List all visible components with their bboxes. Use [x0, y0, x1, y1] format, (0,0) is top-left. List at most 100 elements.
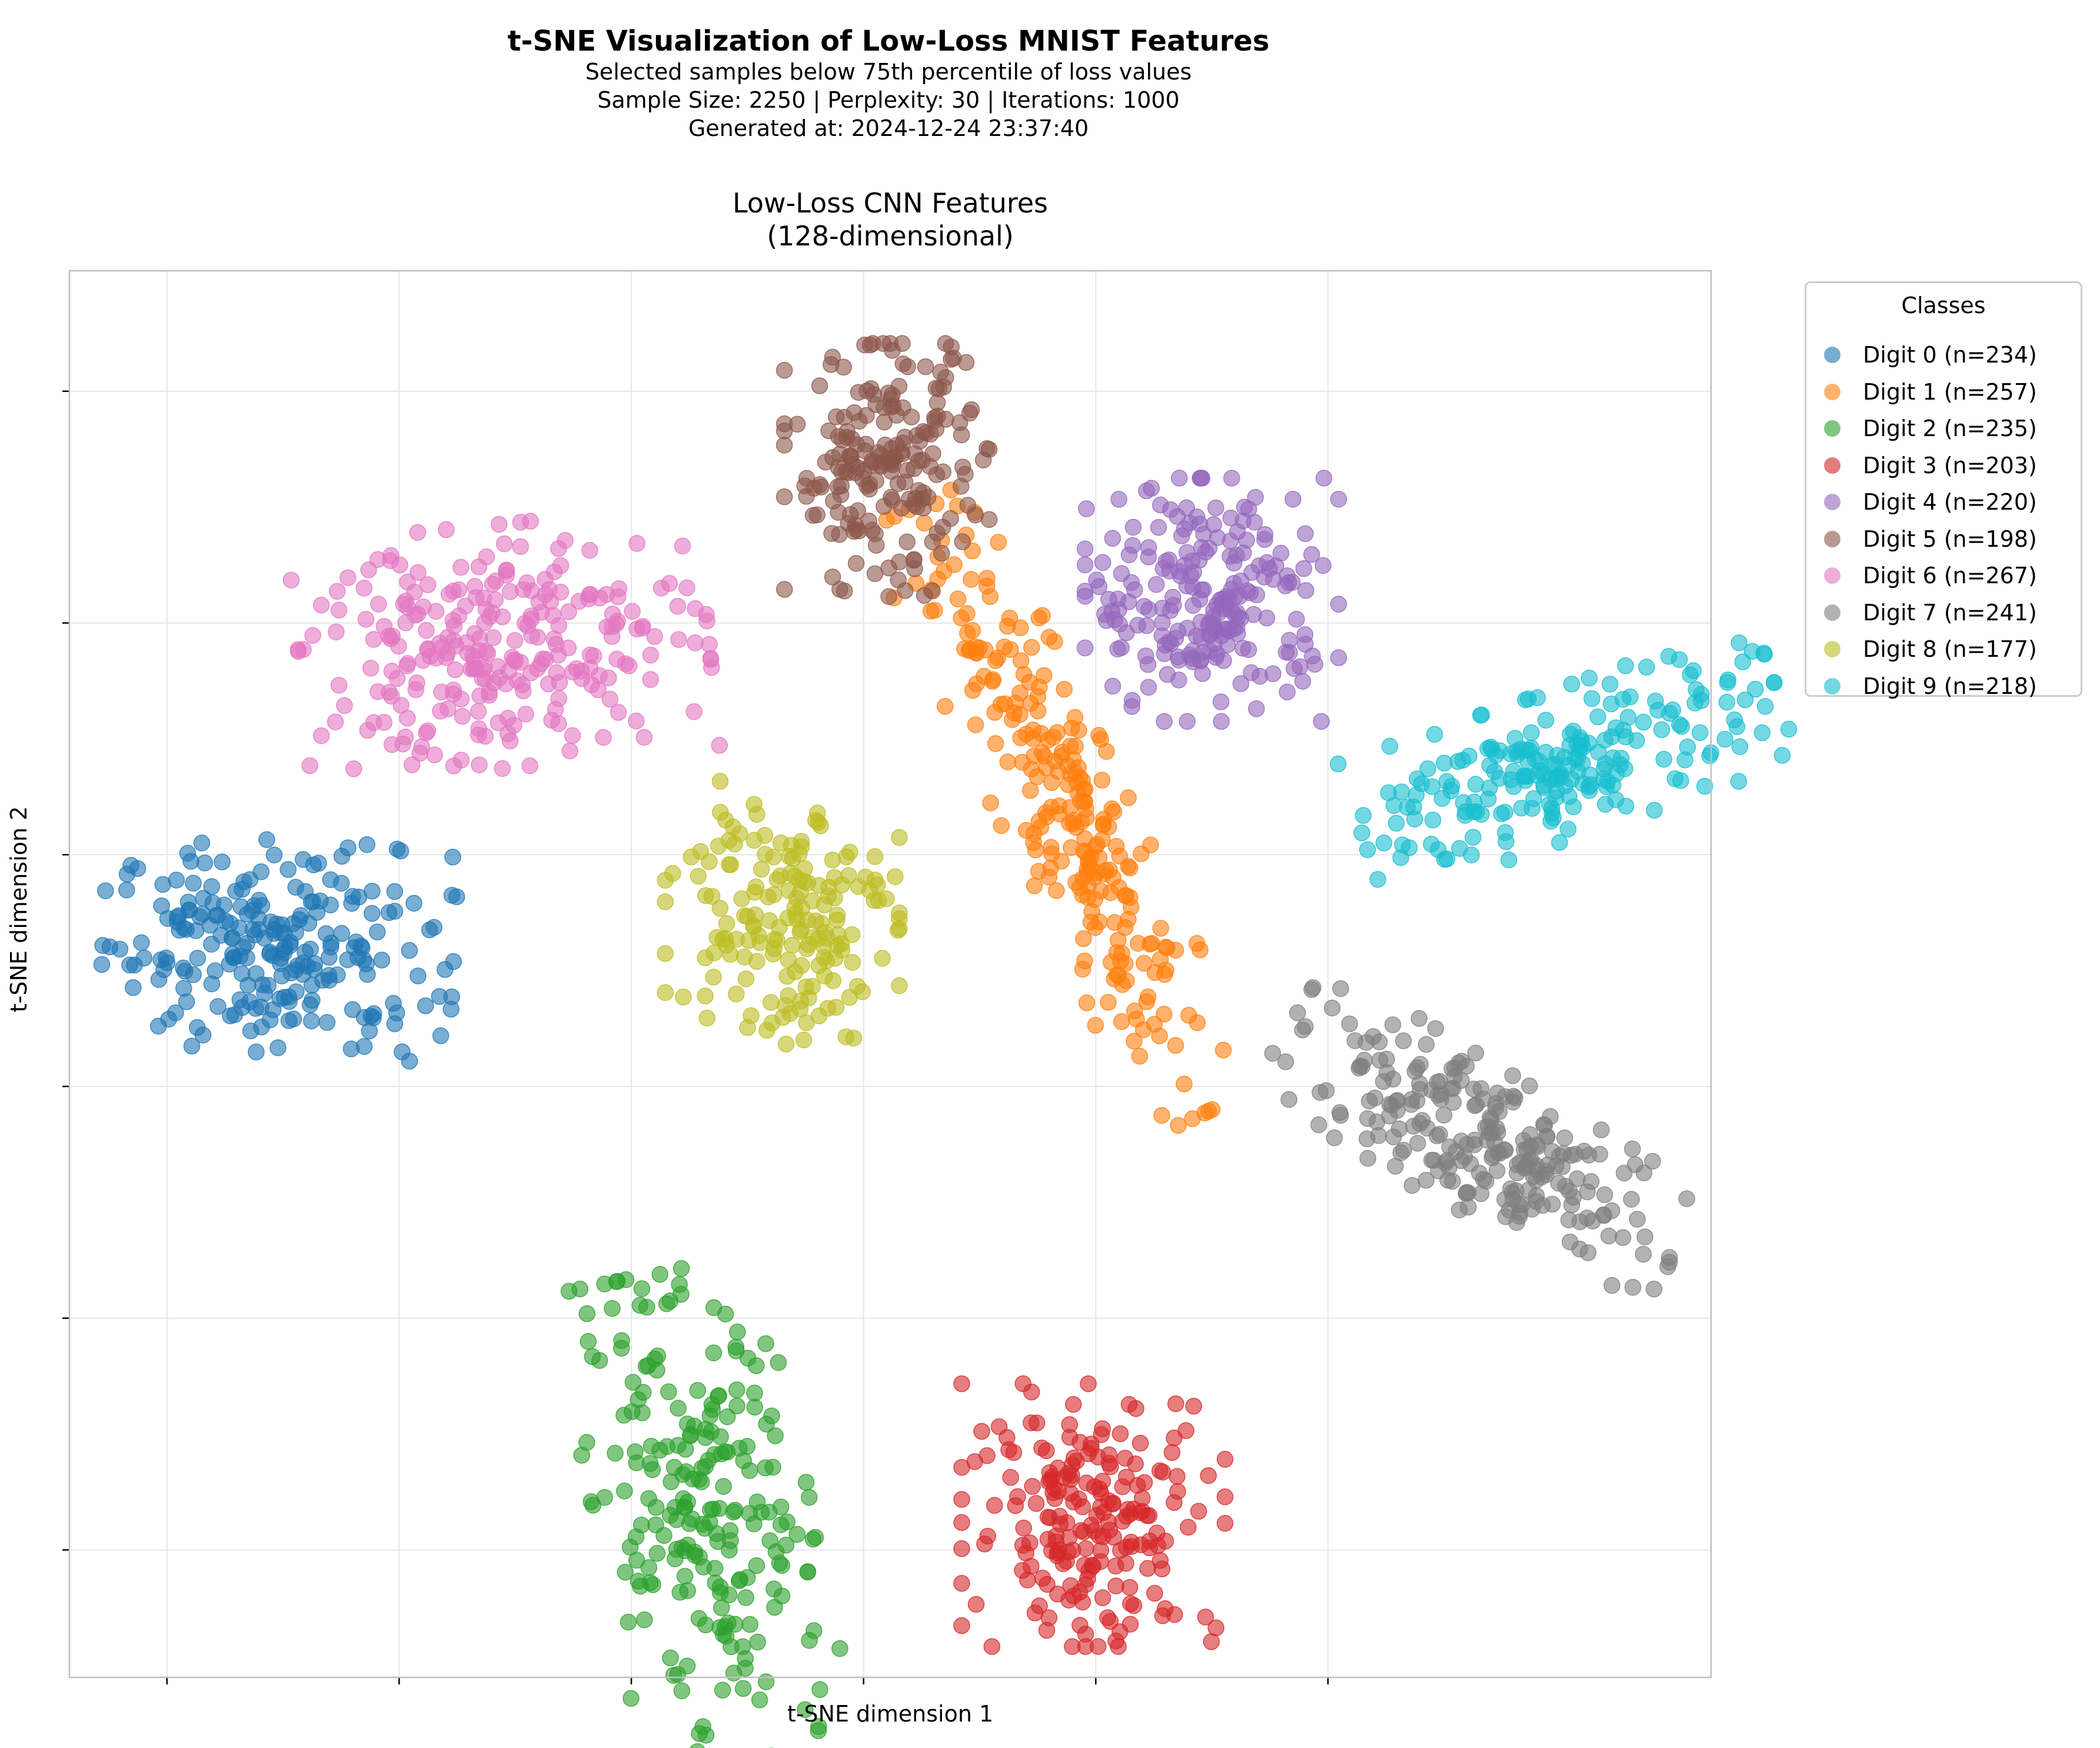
- point-digit-3: [1009, 1488, 1026, 1506]
- point-digit-4: [1076, 556, 1094, 574]
- point-digit-7: [1518, 1141, 1536, 1158]
- point-digit-1: [1146, 964, 1164, 981]
- point-digit-6: [604, 606, 621, 623]
- point-digit-1: [1067, 737, 1084, 755]
- point-digit-6: [289, 643, 307, 660]
- point-digit-1: [1033, 744, 1051, 761]
- point-digit-4: [1123, 698, 1140, 715]
- point-digit-4: [1140, 679, 1157, 696]
- point-digit-9: [1519, 753, 1537, 770]
- point-digit-2: [583, 1493, 600, 1510]
- point-digit-6: [561, 742, 578, 760]
- point-digit-9: [1535, 765, 1552, 783]
- point-digit-4: [1303, 546, 1320, 563]
- point-digit-3: [1099, 1609, 1116, 1626]
- point-digit-2: [700, 1452, 717, 1469]
- point-digit-9: [1616, 760, 1633, 777]
- point-digit-5: [906, 551, 923, 568]
- point-digit-1: [987, 735, 1004, 752]
- point-digit-8: [728, 985, 745, 1003]
- point-digit-5: [858, 407, 875, 424]
- point-digit-5: [927, 380, 945, 397]
- point-digit-7: [1412, 1055, 1429, 1073]
- point-digit-0: [392, 842, 410, 860]
- point-digit-0: [373, 952, 391, 969]
- point-digit-9: [1491, 742, 1509, 759]
- point-digit-8: [799, 874, 817, 892]
- point-digit-1: [1086, 891, 1103, 908]
- point-digit-6: [484, 576, 501, 593]
- point-digit-2: [696, 1520, 714, 1537]
- point-digit-6: [383, 662, 401, 680]
- point-digit-6: [501, 583, 519, 600]
- point-digit-1: [1134, 1021, 1152, 1038]
- point-digit-7: [1403, 1177, 1421, 1194]
- point-digit-8: [743, 1007, 760, 1025]
- point-digit-8: [708, 929, 725, 946]
- point-digit-8: [675, 988, 692, 1006]
- point-digit-8: [721, 856, 738, 873]
- point-digit-3: [1027, 1495, 1045, 1512]
- point-digit-3: [1039, 1576, 1056, 1593]
- point-digit-1: [1192, 941, 1209, 959]
- point-digit-4: [1247, 488, 1264, 506]
- point-digit-1: [1011, 684, 1029, 702]
- point-digit-0: [365, 1009, 382, 1026]
- point-digit-4: [1178, 499, 1195, 517]
- point-digit-2: [679, 1582, 696, 1599]
- point-digit-2: [623, 1690, 640, 1707]
- point-digit-3: [967, 1596, 985, 1613]
- point-digit-8: [891, 904, 908, 922]
- point-digit-0: [386, 883, 404, 900]
- point-digit-2: [741, 1505, 758, 1522]
- point-digit-3: [976, 1536, 993, 1553]
- point-digit-7: [1579, 1183, 1596, 1201]
- point-digit-5: [861, 480, 878, 498]
- point-digit-8: [765, 848, 782, 866]
- point-digit-3: [1076, 1556, 1093, 1574]
- point-digit-8: [705, 944, 723, 962]
- point-digit-9: [1400, 839, 1418, 856]
- point-digit-3: [1104, 1496, 1121, 1513]
- point-digit-2: [778, 1513, 796, 1531]
- point-digit-9: [1329, 755, 1347, 773]
- point-digit-4: [1176, 520, 1193, 538]
- point-digit-9: [1719, 672, 1737, 689]
- point-digit-2: [676, 1567, 694, 1585]
- point-digit-7: [1645, 1280, 1663, 1298]
- point-digit-7: [1513, 1196, 1531, 1213]
- point-digit-3: [953, 1514, 970, 1531]
- point-digit-9: [1666, 770, 1684, 787]
- axes-frame: [68, 270, 1712, 1679]
- point-digit-6: [498, 562, 515, 580]
- point-digit-7: [1488, 1162, 1506, 1179]
- point-digit-0: [203, 936, 220, 953]
- point-digit-3: [1094, 1473, 1111, 1490]
- point-digit-2: [712, 1428, 729, 1445]
- point-digit-5: [808, 506, 826, 524]
- legend-item-digit-1: Digit 1 (n=257): [1824, 374, 2037, 410]
- point-digit-0: [364, 882, 381, 900]
- point-digit-0: [401, 942, 418, 959]
- point-digit-4: [1076, 540, 1094, 557]
- point-digit-9: [1463, 846, 1480, 863]
- point-digit-2: [691, 1725, 708, 1742]
- point-digit-0: [250, 921, 267, 938]
- point-digit-6: [355, 580, 373, 597]
- point-digit-4: [1120, 546, 1138, 563]
- point-digit-4: [1096, 606, 1113, 623]
- point-digit-4: [1197, 543, 1214, 561]
- point-digit-2: [730, 1572, 748, 1590]
- point-digit-5: [894, 355, 912, 373]
- point-digit-0: [332, 875, 350, 892]
- point-digit-7: [1553, 1158, 1571, 1175]
- point-digit-0: [342, 1040, 360, 1058]
- point-digit-6: [550, 540, 567, 557]
- point-digit-7: [1660, 1254, 1678, 1271]
- point-digit-3: [1064, 1638, 1081, 1655]
- point-digit-3: [1071, 1583, 1089, 1601]
- point-digit-1: [999, 753, 1017, 770]
- point-digit-7: [1411, 1075, 1428, 1092]
- point-digit-8: [818, 929, 836, 947]
